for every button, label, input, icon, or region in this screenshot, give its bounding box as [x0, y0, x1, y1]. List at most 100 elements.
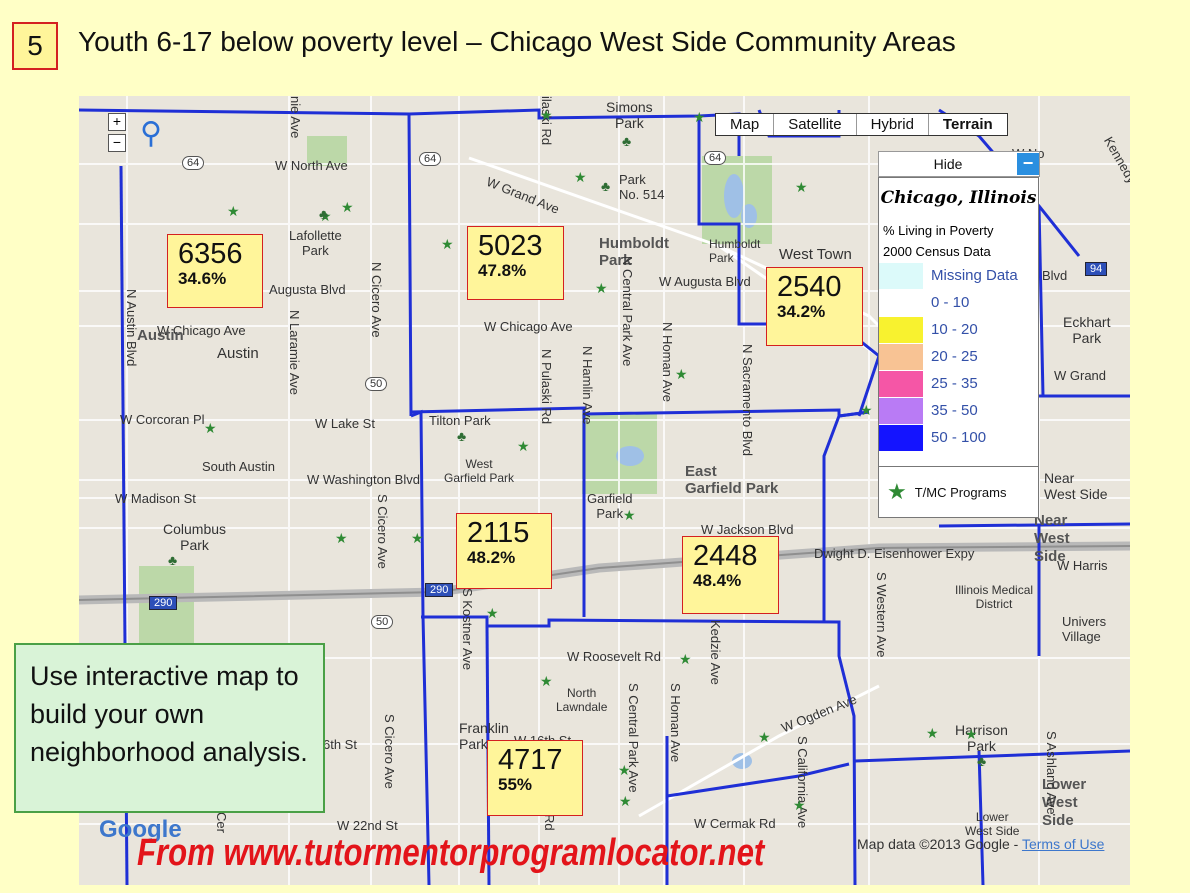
label-n-homan-ave: N Homan Ave	[660, 322, 675, 402]
label-w-augusta-blvd: W Augusta Blvd	[659, 274, 751, 289]
label-lafollette-park: Lafollette Park	[289, 228, 342, 258]
label-humboldt-park: Humboldt Park	[599, 235, 669, 269]
label-lower-west-side: Lower West Side	[965, 810, 1020, 838]
label-garfield-park: Garfield Park	[587, 491, 633, 521]
legend-range-label: 0 - 10	[931, 294, 970, 311]
park-tree-icon: ♣	[319, 206, 329, 222]
program-star-icon[interactable]: ★	[860, 402, 873, 418]
program-star-icon[interactable]: ★	[441, 236, 454, 252]
label-s-cicero-ave: S Cicero Ave	[375, 494, 390, 569]
label-illinois-medical-district: Illinois Medical District	[955, 583, 1034, 611]
shield-64-east: 64	[704, 151, 727, 165]
legend-range-label: 20 - 25	[931, 348, 978, 365]
program-star-icon[interactable]: ★	[618, 762, 631, 778]
legend-subtitle-source: 2000 Census Data	[883, 244, 991, 259]
label-w-chicago-ave-west: W Chicago Ave	[157, 323, 246, 338]
legend-swatch	[879, 343, 923, 370]
label-south-austin: South Austin	[202, 459, 275, 474]
label-s-ashland-ave: S Ashland Ave	[1044, 731, 1059, 815]
youth-count: 4717	[498, 744, 563, 776]
program-star-icon[interactable]: ★	[926, 725, 939, 741]
label-w-22nd-st: W 22nd St	[337, 818, 398, 833]
youth-count: 2448	[693, 540, 758, 572]
terms-of-use-link[interactable]: Terms of Use	[1021, 836, 1105, 852]
program-star-icon[interactable]: ★	[540, 107, 553, 123]
data-box-west-garfield-park: 2115 48.2%	[456, 513, 552, 589]
program-star-icon[interactable]: ★	[411, 530, 424, 546]
program-star-icon[interactable]: ★	[486, 605, 499, 621]
program-star-icon[interactable]: ★	[595, 280, 608, 296]
program-star-icon[interactable]: ★	[965, 726, 978, 742]
legend-range-label: 25 - 35	[931, 375, 978, 392]
collapse-icon[interactable]: −	[1017, 153, 1039, 175]
label-austin-overlay: Austin	[137, 327, 184, 344]
data-box-east-garfield-park: 2448 48.4%	[682, 536, 779, 614]
program-star-icon[interactable]: ★	[517, 438, 530, 454]
magnifier-icon[interactable]: ⚲	[140, 117, 162, 150]
label-n-central-park-ave: N Central Park Ave	[620, 256, 635, 367]
zoom-in-button[interactable]: +	[108, 113, 126, 131]
label-harrison-park: Harrison Park	[955, 722, 1008, 754]
program-star-icon[interactable]: ★	[675, 366, 688, 382]
program-star-icon[interactable]: ★	[623, 507, 636, 523]
program-star-icon[interactable]: ★	[793, 797, 806, 813]
programs-legend: ★ T/MC Programs	[878, 466, 1039, 518]
shield-50-south: 50	[371, 615, 394, 629]
park-tree-icon: ♣	[622, 133, 632, 149]
label-kedzie-ave: Kedzie Ave	[708, 620, 723, 685]
legend-swatch	[879, 424, 923, 451]
programs-label: T/MC Programs	[914, 484, 1007, 500]
legend-row: 35 - 50	[879, 397, 1038, 424]
slide-title: Youth 6-17 below poverty level – Chicago…	[78, 26, 956, 57]
program-star-icon[interactable]: ★	[619, 793, 632, 809]
youth-count: 2540	[777, 271, 842, 303]
map-type-map-button[interactable]: Map	[716, 114, 775, 135]
legend-row: Missing Data	[879, 262, 1038, 289]
youth-count: 6356	[178, 238, 243, 270]
label-rd: Rd	[542, 814, 557, 831]
zoom-out-button[interactable]: −	[108, 134, 126, 152]
label-s-california-ave: S California Ave	[795, 736, 810, 829]
program-star-icon[interactable]: ★	[758, 729, 771, 745]
map-copyright: Map data ©2013 Google - Terms of Use	[857, 836, 1104, 852]
map-type-terrain-button[interactable]: Terrain	[942, 116, 993, 133]
program-star-icon[interactable]: ★	[335, 530, 348, 546]
program-star-icon[interactable]: ★	[540, 673, 553, 689]
copyright-text: Map data ©2013 Google -	[857, 836, 1019, 852]
program-star-icon[interactable]: ★	[204, 420, 217, 436]
program-star-icon[interactable]: ★	[693, 109, 706, 125]
program-star-icon[interactable]: ★	[574, 169, 587, 185]
slide-number: 5	[12, 22, 58, 70]
legend-swatch	[879, 397, 923, 424]
legend-hide-bar[interactable]: Hide −	[878, 151, 1040, 177]
label-lower-west-side-overlay: Lower West Side	[1042, 776, 1087, 829]
legend-hide-label[interactable]: Hide	[933, 156, 963, 172]
label-west-garfield-park: West Garfield Park	[444, 457, 515, 485]
label-tilton-park: Tilton Park	[429, 413, 491, 428]
legend-subtitle-measure: % Living in Poverty	[883, 223, 994, 238]
label-n-laramie-ave: N Laramie Ave	[287, 310, 302, 396]
poverty-percent: 48.2%	[467, 548, 516, 567]
poverty-percent: 48.4%	[693, 571, 742, 590]
legend-swatch	[879, 262, 923, 289]
label-w-harris: W Harris	[1057, 558, 1108, 573]
program-star-icon[interactable]: ★	[341, 199, 354, 215]
program-star-icon[interactable]: ★	[227, 203, 240, 219]
label-near-west-side-overlay: Near West Side	[1034, 512, 1070, 565]
google-logo[interactable]: Google	[99, 816, 182, 843]
label-s-kostner-ave: S Kostner Ave	[460, 588, 475, 671]
label-cer: Cer	[214, 812, 229, 833]
label-n-austin-blvd: N Austin Blvd	[124, 289, 139, 367]
label-w-washington-blvd: W Washington Blvd	[307, 472, 420, 487]
legend-rows: Missing Data 0 - 10 10 - 20 20 - 25 25 - 35 3…	[879, 262, 1038, 451]
program-star-icon[interactable]: ★	[319, 208, 332, 224]
data-box-austin: 6356 34.6%	[167, 234, 263, 308]
label-franklin-park: Franklin Park	[459, 720, 509, 752]
program-star-icon[interactable]: ★	[679, 651, 692, 667]
program-star-icon[interactable]: ★	[795, 179, 808, 195]
label-columbus-park: Columbus Park	[163, 521, 227, 553]
map-type-satellite-button[interactable]: Satellite	[774, 114, 857, 135]
label-w-jackson-blvd: W Jackson Blvd	[701, 522, 794, 537]
label-nie-ave: nie Ave	[288, 96, 303, 139]
map-type-hybrid-button[interactable]: Hybrid	[857, 114, 929, 135]
